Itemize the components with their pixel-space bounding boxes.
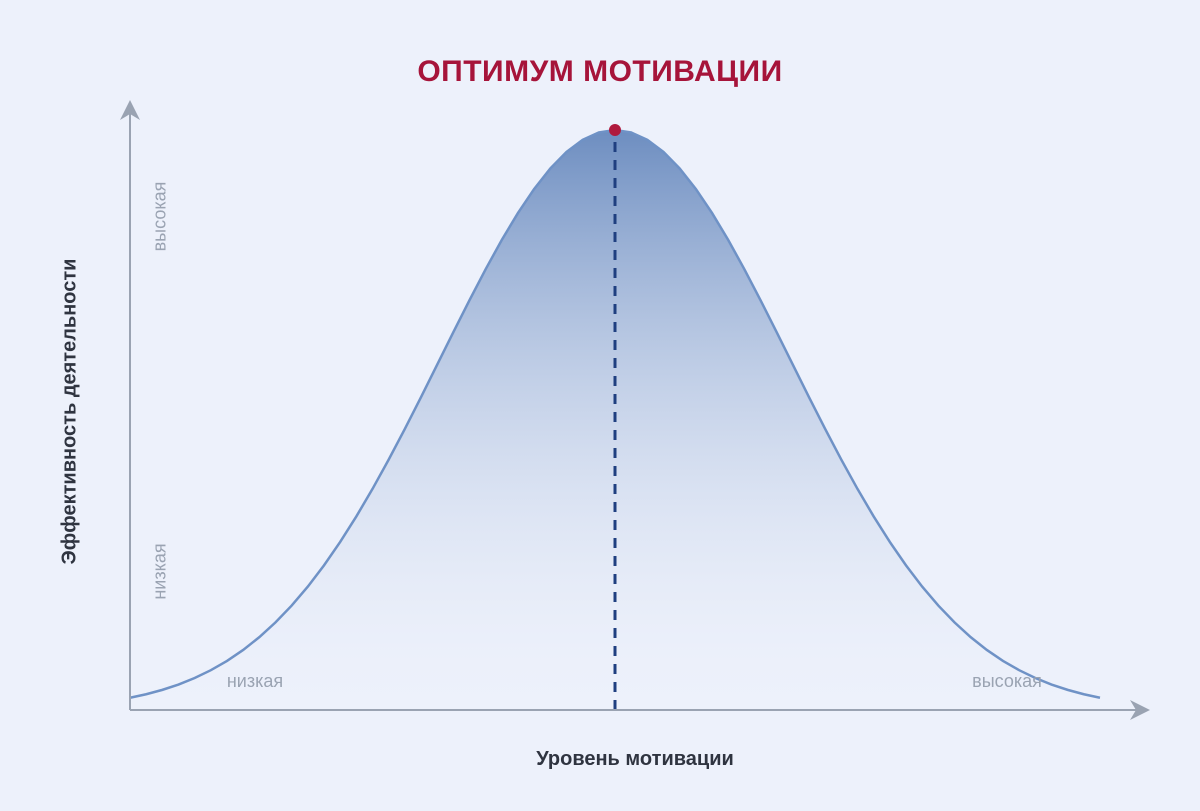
y-tick-high: высокая xyxy=(150,157,171,277)
y-axis-label: Эффективность деятельности xyxy=(59,212,82,612)
optimum-peak-point xyxy=(609,124,621,136)
x-tick-high: высокая xyxy=(957,671,1057,692)
x-tick-low: низкая xyxy=(205,671,305,692)
chart-title: ОПТИМУМ МОТИВАЦИИ xyxy=(300,55,900,89)
x-axis-label: Уровень мотивации xyxy=(435,748,835,771)
chart-canvas: ОПТИМУМ МОТИВАЦИИ Уровень мотивации Эффе… xyxy=(0,0,1200,811)
y-tick-low: низкая xyxy=(150,512,171,632)
